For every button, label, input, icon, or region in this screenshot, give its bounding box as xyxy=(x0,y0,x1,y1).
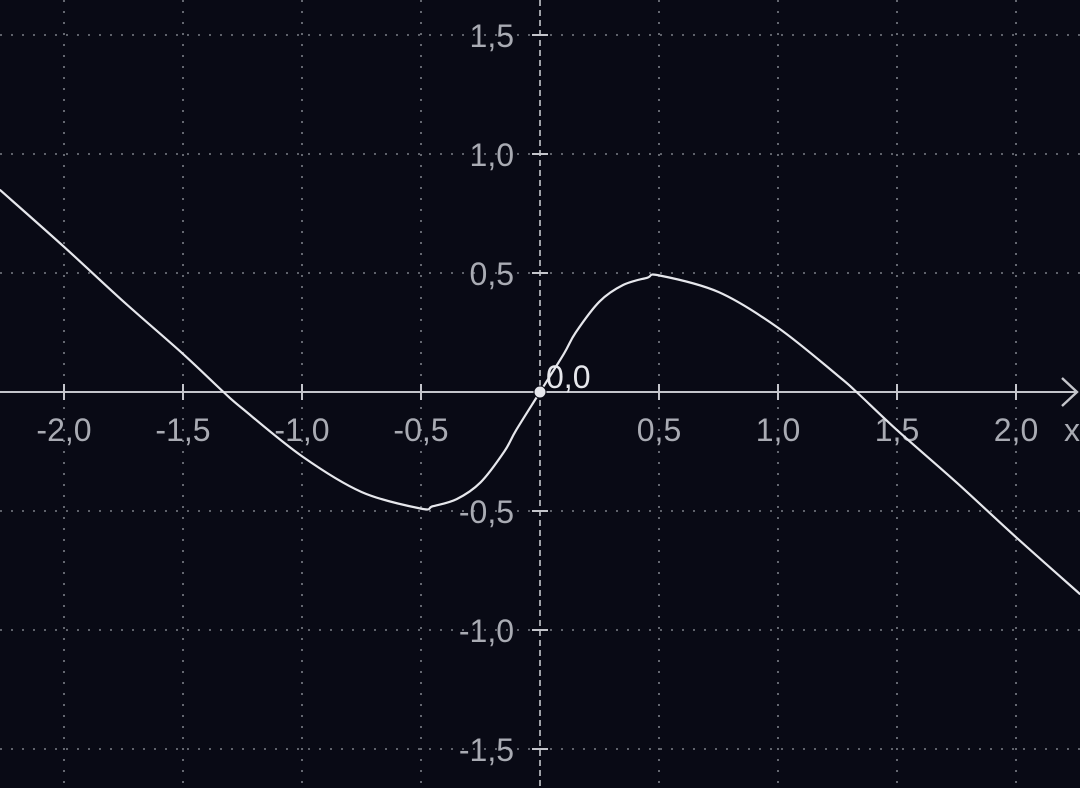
x-tick-label: 0,5 xyxy=(637,412,681,448)
y-tick-label: 1,0 xyxy=(470,137,514,173)
x-tick-label: 1,0 xyxy=(756,412,800,448)
x-axis-arrow-icon xyxy=(1061,377,1079,407)
x-tick-label: 2,0 xyxy=(994,412,1038,448)
origin-point-label: 0,0 xyxy=(546,359,590,395)
y-tick-label: -1,0 xyxy=(459,613,514,649)
tick-labels: -2,0 -1,5 -1,0 -0,5 0,5 1,0 1,5 2,01,51,00,5-0,… xyxy=(36,18,1038,768)
y-tick-label: -0,5 xyxy=(459,494,514,530)
x-tick-label: -0,5 xyxy=(393,412,448,448)
points: 0,0 xyxy=(533,359,590,399)
y-tick-label: 1,5 xyxy=(470,18,514,54)
ticks xyxy=(63,34,1017,750)
x-tick-label: -1,5 xyxy=(155,412,210,448)
x-tick-label: -2,0 xyxy=(36,412,91,448)
x-axis-label: x xyxy=(1064,412,1080,448)
y-tick-label: 0,5 xyxy=(470,256,514,292)
y-tick-label: -1,5 xyxy=(459,732,514,768)
origin-point[interactable] xyxy=(533,385,547,399)
